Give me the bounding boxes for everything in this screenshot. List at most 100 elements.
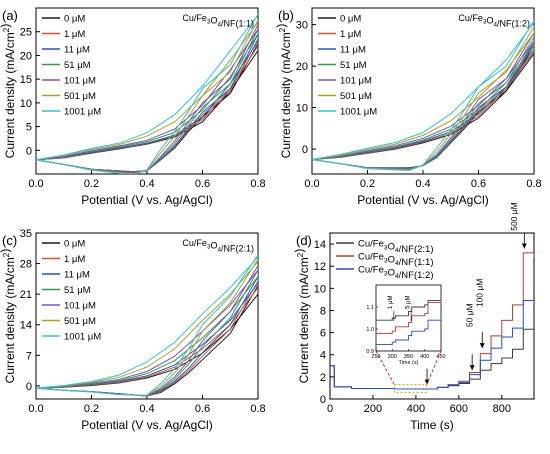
series-line <box>36 24 258 174</box>
series-line <box>36 19 258 174</box>
legend-label: 51 μM <box>340 60 367 71</box>
zoom-box <box>393 384 428 393</box>
x-tick-label: 0.0 <box>28 178 43 190</box>
series-line <box>36 38 258 173</box>
inset-series-line <box>376 298 442 321</box>
y-tick-label: 7 <box>26 350 32 362</box>
y-tick-label: 25 <box>20 27 32 39</box>
inset-frame <box>375 284 442 352</box>
inset-y-tick-label: 0.9 <box>366 349 374 355</box>
legend-label: 1 μM <box>64 29 85 40</box>
legend-label: 0 μM <box>64 239 85 250</box>
zoom-connector <box>426 350 442 385</box>
y-tick-label: 10 <box>296 103 308 115</box>
x-tick-label: 800 <box>493 403 511 415</box>
x-tick-label: 0.2 <box>84 403 99 415</box>
legend-label: 11 μM <box>64 45 90 56</box>
y-tick-label: 8 <box>320 305 326 317</box>
y-tick-label: 14 <box>20 320 32 332</box>
arrow-head <box>521 243 527 249</box>
legend-label: Cu/Fe3O4/NF(1:2) <box>358 265 434 282</box>
legend-label: 101 μM <box>340 76 372 87</box>
series-line <box>312 31 534 170</box>
y-axis-title-wrap: Current density (mA/cm2) <box>0 24 17 159</box>
y-axis-title: Current density (mA/cm2) <box>274 24 293 159</box>
annotation-wrap: 500 μM <box>509 202 519 231</box>
sample-label: Cu/Fe3O4/NF(2:1) <box>182 238 254 253</box>
x-tick-label: 0.4 <box>415 178 430 190</box>
legend-label: 11 μM <box>64 270 90 281</box>
inset-annotation-wrap: 5 μM <box>405 296 411 309</box>
legend-label: 501 μM <box>64 316 96 327</box>
plot-frame <box>329 232 535 400</box>
y-tick-label: 6 <box>320 328 326 340</box>
series-line <box>312 36 534 170</box>
legend-label: 11 μM <box>340 45 366 56</box>
legend-label: 1001 μM <box>64 332 101 343</box>
x-axis-title: Potential (V vs. Ag/AgCl) <box>357 193 488 207</box>
x-tick-label: 0.8 <box>526 178 541 190</box>
legend-label: 1 μM <box>340 29 361 40</box>
panel-label: (d) <box>296 233 312 248</box>
plot-area <box>36 253 258 397</box>
x-tick-label: 400 <box>407 403 425 415</box>
y-tick-label: 2 <box>320 372 326 384</box>
y-tick-label: 4 <box>320 350 326 362</box>
y-tick-label: 10 <box>20 98 32 110</box>
y-tick-label: 0 <box>26 381 32 393</box>
y-tick-label: 20 <box>296 61 308 73</box>
x-tick-label: 0.4 <box>139 178 154 190</box>
y-tick-label: 35 <box>20 228 32 240</box>
chart-panel-a: (a) 0.0 0.2 0.4 0.6 0.8 0 5 10 15 20 25 Potential (V… <box>0 7 266 207</box>
inset-x-tick-label: 250 <box>371 354 380 360</box>
x-tick-label: 0.6 <box>195 403 210 415</box>
y-axis-title-wrap: Current density (mA/cm2) <box>292 249 311 384</box>
y-axis-title-wrap: Current density (mA/cm2) <box>274 24 293 159</box>
inset-x-axis-title: Time (s) <box>399 360 419 366</box>
y-tick-label: 14 <box>314 239 326 251</box>
sample-label: Cu/Fe3O4/NF(1:2) <box>458 13 530 28</box>
arrow-head <box>469 365 475 371</box>
y-tick-label: 0 <box>302 144 308 156</box>
inset-annotation-label: 5 μM <box>405 296 411 309</box>
inset-x-tick-label: 350 <box>404 354 413 360</box>
annotation-wrap: 100 μM <box>474 279 484 308</box>
y-tick-label: 15 <box>20 74 32 86</box>
x-tick-label: 0.6 <box>471 178 486 190</box>
series-line <box>36 253 258 396</box>
chart-panel-d: (d) 0 200 400 600 800 0 2 4 6 8 10 12 14 Time (s) Curre… <box>292 202 535 432</box>
x-axis-title: Potential (V vs. Ag/AgCl) <box>81 193 212 207</box>
x-tick-label: 0.4 <box>139 403 154 415</box>
series-line <box>36 13 258 174</box>
y-axis-title: Current density (mA/cm2) <box>0 24 17 159</box>
annotation-label: 500 μM <box>509 202 519 231</box>
y-tick-label: 20 <box>20 50 32 62</box>
annotation-wrap: 50 μM <box>464 303 474 327</box>
legend-label: Cu/Fe3O4/NF(1:1) <box>358 252 434 269</box>
legend-label: 501 μM <box>340 91 372 102</box>
inset-y-tick-label: 1.0 <box>366 327 374 333</box>
inset-x-tick-label: 300 <box>388 354 397 360</box>
legend-label: 0 μM <box>340 14 361 25</box>
x-tick-label: 0.0 <box>304 178 319 190</box>
plot-area <box>36 13 258 174</box>
y-tick-label: 21 <box>20 289 32 301</box>
inset-y-tick-label: 1.1 <box>366 305 374 311</box>
series-line <box>312 25 534 171</box>
legend-label: 1001 μM <box>64 107 101 118</box>
y-tick-label: 12 <box>314 261 326 273</box>
legend-label: Cu/Fe3O4/NF(2:1) <box>358 239 434 256</box>
arrow-head <box>479 343 485 349</box>
sample-label: Cu/Fe3O4/NF(1:1) <box>182 13 254 28</box>
y-tick-label: 5 <box>26 122 32 134</box>
annotation-label: 100 μM <box>474 279 484 308</box>
inset-x-tick-label: 450 <box>436 354 445 360</box>
x-tick-label: 200 <box>364 403 382 415</box>
x-tick-label: 0.6 <box>195 178 210 190</box>
legend-label: 51 μM <box>64 60 91 71</box>
inset-series-line <box>376 318 442 345</box>
y-tick-label: 30 <box>296 20 308 32</box>
x-tick-label: 0.2 <box>84 178 99 190</box>
y-axis-title: Current density (mA/cm2) <box>292 249 311 384</box>
y-tick-label: 0 <box>26 145 32 157</box>
